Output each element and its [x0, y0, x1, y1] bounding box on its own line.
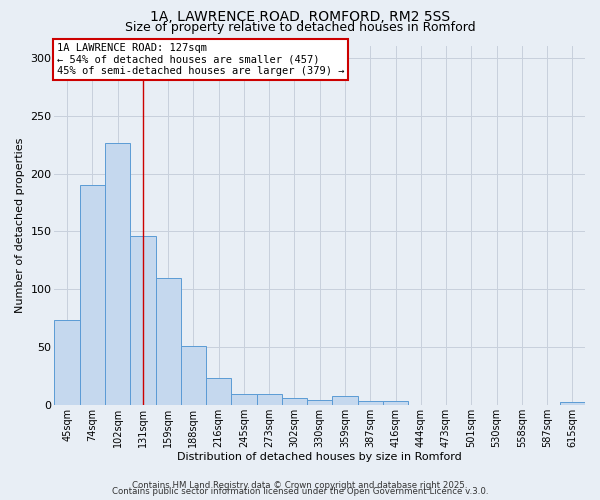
Text: Size of property relative to detached houses in Romford: Size of property relative to detached ho…	[125, 22, 475, 35]
Bar	[560, 402, 585, 405]
Bar	[307, 400, 332, 405]
Bar	[155, 278, 181, 405]
Bar	[257, 394, 282, 405]
Bar	[358, 402, 383, 405]
Bar	[80, 185, 105, 405]
Bar	[282, 398, 307, 405]
Bar	[130, 236, 155, 405]
Bar	[383, 402, 408, 405]
Bar	[105, 144, 130, 405]
Bar	[181, 346, 206, 405]
Text: 1A, LAWRENCE ROAD, ROMFORD, RM2 5SS: 1A, LAWRENCE ROAD, ROMFORD, RM2 5SS	[150, 10, 450, 24]
Bar	[206, 378, 232, 405]
X-axis label: Distribution of detached houses by size in Romford: Distribution of detached houses by size …	[178, 452, 462, 462]
Text: 1A LAWRENCE ROAD: 127sqm
← 54% of detached houses are smaller (457)
45% of semi-: 1A LAWRENCE ROAD: 127sqm ← 54% of detach…	[57, 43, 344, 76]
Bar	[332, 396, 358, 405]
Bar	[232, 394, 257, 405]
Y-axis label: Number of detached properties: Number of detached properties	[15, 138, 25, 314]
Text: Contains public sector information licensed under the Open Government Licence v.: Contains public sector information licen…	[112, 488, 488, 496]
Text: Contains HM Land Registry data © Crown copyright and database right 2025.: Contains HM Land Registry data © Crown c…	[132, 481, 468, 490]
Bar	[55, 320, 80, 405]
